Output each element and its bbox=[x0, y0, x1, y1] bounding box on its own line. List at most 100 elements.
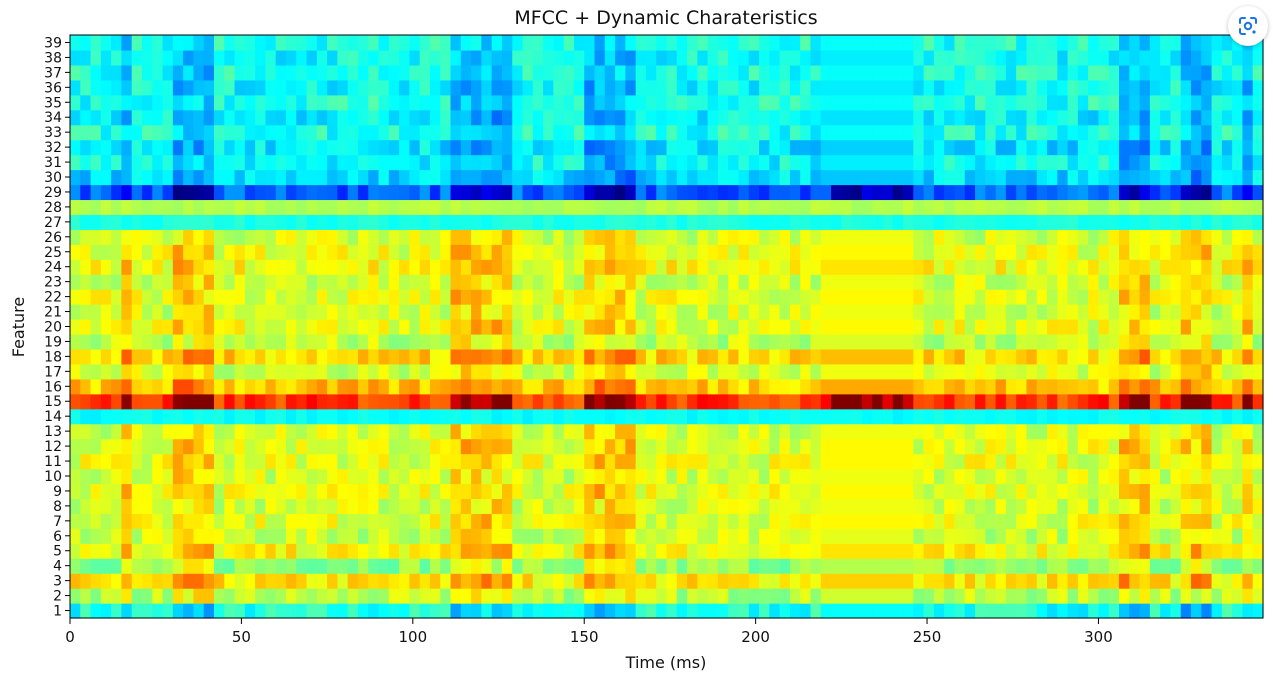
heatmap-cell bbox=[604, 304, 616, 320]
heatmap-cell bbox=[399, 319, 410, 335]
heatmap-cell bbox=[285, 64, 297, 81]
heatmap-cell bbox=[1180, 363, 1192, 380]
heatmap-cell bbox=[789, 109, 801, 126]
heatmap-cell bbox=[296, 169, 308, 186]
heatmap-cell bbox=[635, 378, 647, 395]
heatmap-cell bbox=[594, 603, 606, 619]
heatmap-cell bbox=[738, 408, 750, 425]
heatmap-cell bbox=[80, 438, 92, 455]
heatmap-cell bbox=[1036, 94, 1048, 111]
heatmap-cell bbox=[213, 79, 225, 96]
heatmap-cell bbox=[1201, 483, 1213, 500]
heatmap-cell bbox=[954, 109, 966, 126]
heatmap-cell bbox=[172, 274, 184, 290]
heatmap-cell bbox=[1016, 64, 1028, 81]
heatmap-cell bbox=[429, 259, 441, 275]
heatmap-cell bbox=[1149, 244, 1161, 260]
heatmap-cell bbox=[697, 169, 709, 186]
heatmap-cell bbox=[471, 438, 482, 455]
heatmap-cell bbox=[1211, 588, 1223, 604]
heatmap-cell bbox=[296, 423, 308, 440]
heatmap-cell bbox=[368, 169, 380, 186]
heatmap-cell bbox=[1119, 124, 1130, 141]
heatmap-cell bbox=[203, 498, 215, 514]
heatmap-cell bbox=[265, 169, 277, 186]
heatmap-cell bbox=[975, 184, 986, 201]
heatmap-cell bbox=[378, 184, 390, 201]
lens-button[interactable] bbox=[1228, 6, 1268, 46]
heatmap-cell bbox=[1026, 304, 1038, 320]
heatmap-cell bbox=[584, 319, 596, 335]
heatmap-cell bbox=[1005, 109, 1017, 126]
heatmap-cell bbox=[1067, 393, 1079, 410]
heatmap-cell bbox=[892, 109, 904, 126]
heatmap-cell bbox=[594, 199, 606, 215]
heatmap-cell bbox=[450, 184, 462, 201]
heatmap-cell bbox=[820, 528, 832, 544]
heatmap-cell bbox=[1149, 154, 1161, 171]
heatmap-cell bbox=[512, 244, 524, 260]
heatmap-cell bbox=[203, 393, 215, 410]
heatmap-cell bbox=[892, 588, 904, 604]
heatmap-cell bbox=[429, 333, 441, 350]
heatmap-cell bbox=[285, 348, 297, 365]
heatmap-cell bbox=[460, 363, 472, 380]
heatmap-cell bbox=[275, 79, 287, 96]
heatmap-cell bbox=[460, 483, 472, 500]
heatmap-cell bbox=[347, 333, 359, 350]
heatmap-cell bbox=[357, 378, 369, 395]
heatmap-cell bbox=[419, 259, 431, 275]
heatmap-cell bbox=[255, 49, 266, 66]
heatmap-cell bbox=[933, 438, 945, 455]
heatmap-cell bbox=[1026, 408, 1038, 425]
heatmap-cell bbox=[1139, 124, 1151, 141]
heatmap-cell bbox=[687, 214, 698, 230]
heatmap-cell bbox=[615, 423, 626, 440]
heatmap-cell bbox=[265, 49, 277, 66]
heatmap-cell bbox=[1139, 408, 1151, 425]
heatmap-cell bbox=[800, 109, 812, 126]
heatmap-cell bbox=[759, 289, 770, 305]
heatmap-cell bbox=[635, 199, 647, 215]
heatmap-cell bbox=[707, 94, 719, 111]
heatmap-cell bbox=[306, 79, 318, 96]
heatmap-cell bbox=[1047, 184, 1058, 201]
heatmap-cell bbox=[172, 588, 184, 604]
heatmap-cell bbox=[779, 333, 791, 350]
heatmap-cell bbox=[1036, 64, 1048, 81]
heatmap-cell bbox=[481, 468, 493, 485]
heatmap-cell bbox=[563, 274, 575, 290]
heatmap-cell bbox=[635, 558, 647, 574]
heatmap-cell bbox=[1252, 319, 1264, 335]
heatmap-cell bbox=[172, 124, 184, 141]
heatmap-cell bbox=[203, 513, 215, 529]
heatmap-cell bbox=[645, 139, 657, 156]
heatmap-cell bbox=[1067, 483, 1079, 500]
heatmap-cell bbox=[512, 438, 524, 455]
heatmap-cell bbox=[255, 304, 266, 320]
heatmap-cell bbox=[820, 124, 832, 141]
heatmap-cell bbox=[203, 453, 215, 470]
heatmap-cell bbox=[460, 528, 472, 544]
heatmap-cell bbox=[234, 498, 246, 514]
heatmap-cell bbox=[645, 333, 657, 350]
heatmap-cell bbox=[162, 348, 174, 365]
heatmap-cell bbox=[913, 378, 925, 395]
heatmap-cell bbox=[306, 49, 318, 66]
heatmap-cell bbox=[265, 348, 277, 365]
heatmap-cell bbox=[234, 274, 246, 290]
heatmap-cell bbox=[779, 229, 791, 245]
heatmap-cell bbox=[213, 603, 225, 619]
heatmap-cell bbox=[1057, 363, 1069, 380]
heatmap-cell bbox=[697, 124, 709, 141]
heatmap-cell bbox=[1149, 139, 1161, 156]
heatmap-cell bbox=[162, 304, 174, 320]
heatmap-cell bbox=[172, 348, 184, 365]
heatmap-cell bbox=[1047, 199, 1058, 215]
heatmap-cell bbox=[90, 363, 102, 380]
heatmap-cell bbox=[1026, 513, 1038, 529]
heatmap-cell bbox=[1201, 244, 1213, 260]
heatmap-cell bbox=[131, 289, 143, 305]
heatmap-cell bbox=[882, 49, 894, 66]
heatmap-cell bbox=[923, 543, 935, 559]
